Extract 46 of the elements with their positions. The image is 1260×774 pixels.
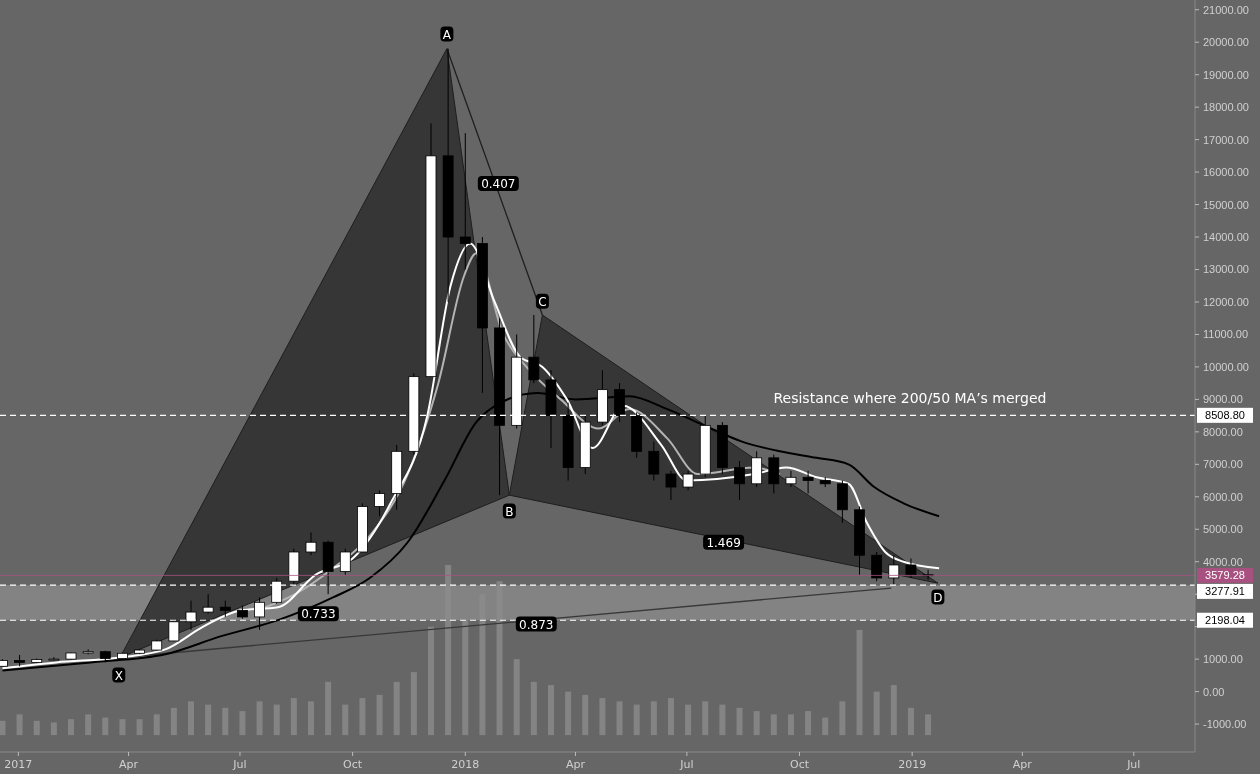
x-tick-label: 2017 [4, 758, 33, 771]
y-tick-label: 6000.00 [1203, 490, 1243, 503]
y-tick-label: 17000.00 [1203, 133, 1249, 146]
x-tick-label: Jul [1126, 758, 1141, 771]
annotation: 0.873 [519, 617, 554, 632]
annotation: 0.407 [481, 176, 516, 191]
ref-line-label: 3579.28 [1205, 569, 1245, 582]
y-tick-label: 5000.00 [1203, 523, 1243, 536]
x-tick-label: Oct [790, 758, 810, 771]
y-tick-label: 20000.00 [1203, 36, 1249, 49]
y-tick-label: -1000.00 [1203, 718, 1247, 731]
annotation: A [442, 27, 452, 42]
annotation: 1.469 [706, 535, 741, 550]
x-tick-label: Jul [679, 758, 694, 771]
x-tick-label: Apr [565, 758, 586, 771]
x-tick-label: Apr [1012, 758, 1033, 771]
y-tick-label: 1000.00 [1203, 653, 1243, 666]
y-tick-label: 7000.00 [1203, 458, 1243, 471]
annotation: Resistance where 200/50 MA’s merged [773, 390, 1047, 407]
y-tick-label: 11000.00 [1203, 328, 1249, 341]
y-tick-label: 15000.00 [1203, 198, 1249, 211]
x-tick-label: 2019 [898, 758, 927, 771]
y-tick-label: 16000.00 [1203, 166, 1249, 179]
y-tick-label: 18000.00 [1203, 101, 1249, 114]
y-tick-label: 14000.00 [1203, 231, 1249, 244]
y-tick-label: 19000.00 [1203, 68, 1249, 81]
ref-line-label: 3277.91 [1205, 585, 1245, 598]
x-tick-label: Oct [343, 758, 363, 771]
x-tick-label: Apr [119, 758, 139, 771]
x-tick-label: Jul [232, 758, 247, 771]
y-tick-label: 9000.00 [1203, 393, 1243, 406]
y-tick-label: 8000.00 [1203, 425, 1243, 438]
y-tick-label: 4000.00 [1203, 555, 1243, 568]
y-tick-label: 21000.00 [1203, 3, 1249, 16]
ref-line-label: 8508.80 [1205, 409, 1245, 422]
y-tick-label: 0.00 [1203, 685, 1225, 698]
annotation: 0.733 [301, 607, 336, 622]
y-tick-label: 13000.00 [1203, 263, 1249, 276]
x-tick-label: 2018 [451, 758, 480, 771]
annotation: B [505, 504, 514, 519]
y-tick-label: 10000.00 [1203, 360, 1249, 373]
annotation: X [114, 668, 123, 683]
ref-line-label: 2198.04 [1205, 614, 1245, 627]
annotation: D [933, 590, 943, 605]
annotation: C [538, 294, 547, 309]
y-tick-label: 12000.00 [1203, 295, 1249, 308]
